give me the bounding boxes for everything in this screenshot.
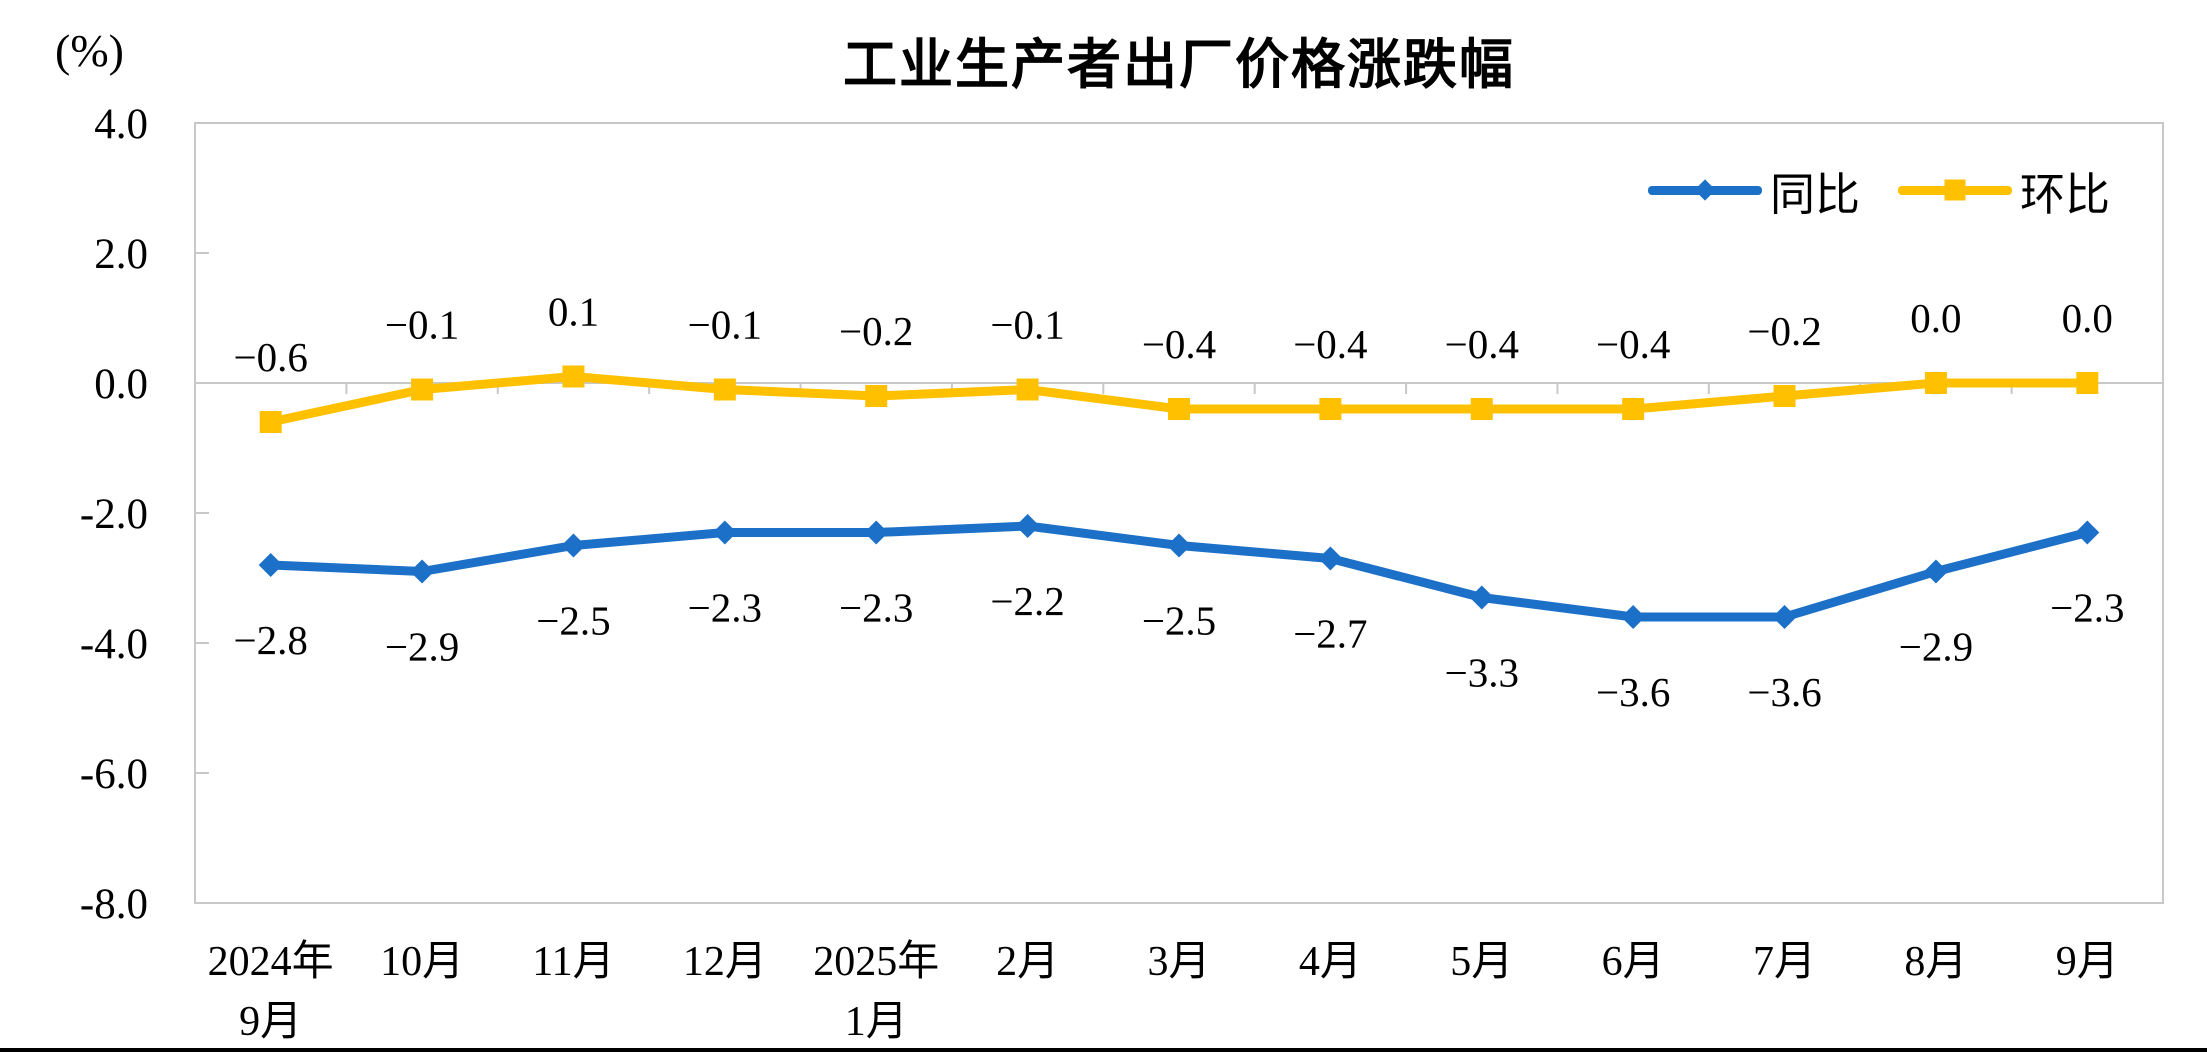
data-point-label: −2.3 (688, 585, 762, 631)
diamond-marker-icon (258, 553, 283, 577)
y-tick-label: 2.0 (94, 231, 148, 278)
x-tick-label: 7月 (1753, 939, 1816, 985)
data-point-label: −0.4 (1596, 321, 1670, 367)
diamond-marker-icon (2075, 520, 2100, 545)
legend-item-mom: 环比 (1898, 158, 2110, 223)
y-axis-unit-label: (%) (55, 25, 124, 76)
square-marker-icon (1016, 378, 1039, 401)
chart-legend: 同比 环比 (1648, 160, 2110, 220)
legend-label-yoy: 同比 (1770, 168, 1861, 220)
data-point-label: −0.6 (234, 334, 308, 380)
page-bottom-divider (0, 1048, 2207, 1052)
y-tick-label: 0.0 (94, 361, 148, 408)
diamond-marker-icon (1772, 605, 1797, 629)
square-marker-icon (1319, 398, 1342, 420)
x-tick-label: 2025年 (813, 938, 939, 985)
yoy-line-sample (1648, 179, 1762, 201)
diamond-marker-icon (410, 559, 435, 584)
data-point-label: −0.1 (990, 302, 1064, 348)
data-point-label: −0.4 (1445, 321, 1519, 367)
data-point-label: −0.4 (1142, 321, 1216, 367)
data-point-label: −0.1 (688, 302, 762, 348)
square-marker-icon (1622, 398, 1645, 420)
square-marker-icon (2076, 372, 2099, 394)
diamond-marker-icon (1694, 179, 1716, 201)
data-point-label: −0.4 (1293, 321, 1367, 367)
square-marker-icon (1924, 372, 1947, 394)
mom-line-sample (1898, 179, 2013, 201)
x-tick-label: 8月 (1904, 939, 1967, 985)
data-point-label: −0.2 (839, 308, 913, 354)
x-tick-label: 6月 (1602, 939, 1665, 985)
x-tick-label: 10月 (380, 939, 464, 985)
square-marker-icon (865, 385, 888, 407)
square-marker-icon (411, 378, 434, 401)
x-tick-label: 3月 (1147, 939, 1210, 985)
square-marker-icon (562, 365, 585, 388)
data-point-label: −3.6 (1596, 669, 1670, 715)
diamond-marker-icon (864, 520, 889, 545)
x-tick-label: 2024年 (208, 938, 334, 985)
diamond-marker-icon (1167, 533, 1191, 558)
x-tick-label: 5月 (1450, 939, 1513, 985)
y-tick-label: -4.0 (80, 621, 148, 668)
data-point-label: −3.6 (1747, 669, 1821, 715)
square-marker-icon (1773, 385, 1796, 407)
diamond-marker-icon (1469, 585, 1494, 610)
data-point-label: 0.1 (548, 289, 599, 335)
data-point-label: −2.5 (536, 598, 610, 644)
diamond-marker-icon (1318, 546, 1343, 571)
y-tick-label: -2.0 (80, 491, 148, 538)
x-tick-label: 11月 (532, 939, 614, 985)
square-marker-icon (1944, 179, 1966, 201)
x-tick-label: 2月 (996, 939, 1059, 985)
legend-item-yoy: 同比 (1648, 158, 1860, 223)
square-marker-icon (1470, 398, 1493, 420)
data-point-label: −2.5 (1142, 598, 1216, 644)
y-tick-label: 4.0 (94, 101, 148, 148)
data-point-label: −0.2 (1747, 308, 1821, 354)
diamond-marker-icon (1015, 514, 1040, 538)
x-tick-label: 9月 (2056, 939, 2119, 985)
plot-border (194, 122, 2164, 904)
data-point-label: 0.0 (2062, 295, 2113, 341)
square-marker-icon (1168, 398, 1190, 420)
data-point-label: 0.0 (1910, 295, 1961, 341)
x-tick-label: 12月 (683, 939, 767, 985)
x-tick-label: 1月 (845, 999, 908, 1045)
square-marker-icon (259, 411, 282, 433)
x-tick-label: 9月 (239, 999, 302, 1045)
diamond-marker-icon (1621, 605, 1646, 629)
x-tick-label: 4月 (1299, 939, 1362, 985)
data-point-label: −2.3 (2050, 585, 2124, 631)
data-point-label: −2.9 (1899, 624, 1973, 670)
chart-title: 工业生产者出厂价格涨跌幅 (843, 35, 1515, 95)
y-tick-label: -6.0 (80, 751, 148, 798)
data-point-label: −0.1 (385, 302, 459, 348)
square-marker-icon (713, 378, 736, 401)
data-point-label: −2.2 (990, 578, 1064, 624)
diamond-marker-icon (712, 520, 737, 545)
y-tick-label: -8.0 (80, 881, 148, 928)
data-point-label: −2.3 (839, 585, 913, 631)
diamond-marker-icon (561, 533, 586, 558)
data-point-label: −2.8 (234, 617, 308, 663)
diamond-marker-icon (1923, 559, 1948, 584)
data-point-label: −2.7 (1293, 611, 1367, 657)
legend-label-mom: 环比 (2020, 168, 2111, 220)
data-point-label: −3.3 (1445, 650, 1519, 696)
data-point-label: −2.9 (385, 624, 459, 670)
